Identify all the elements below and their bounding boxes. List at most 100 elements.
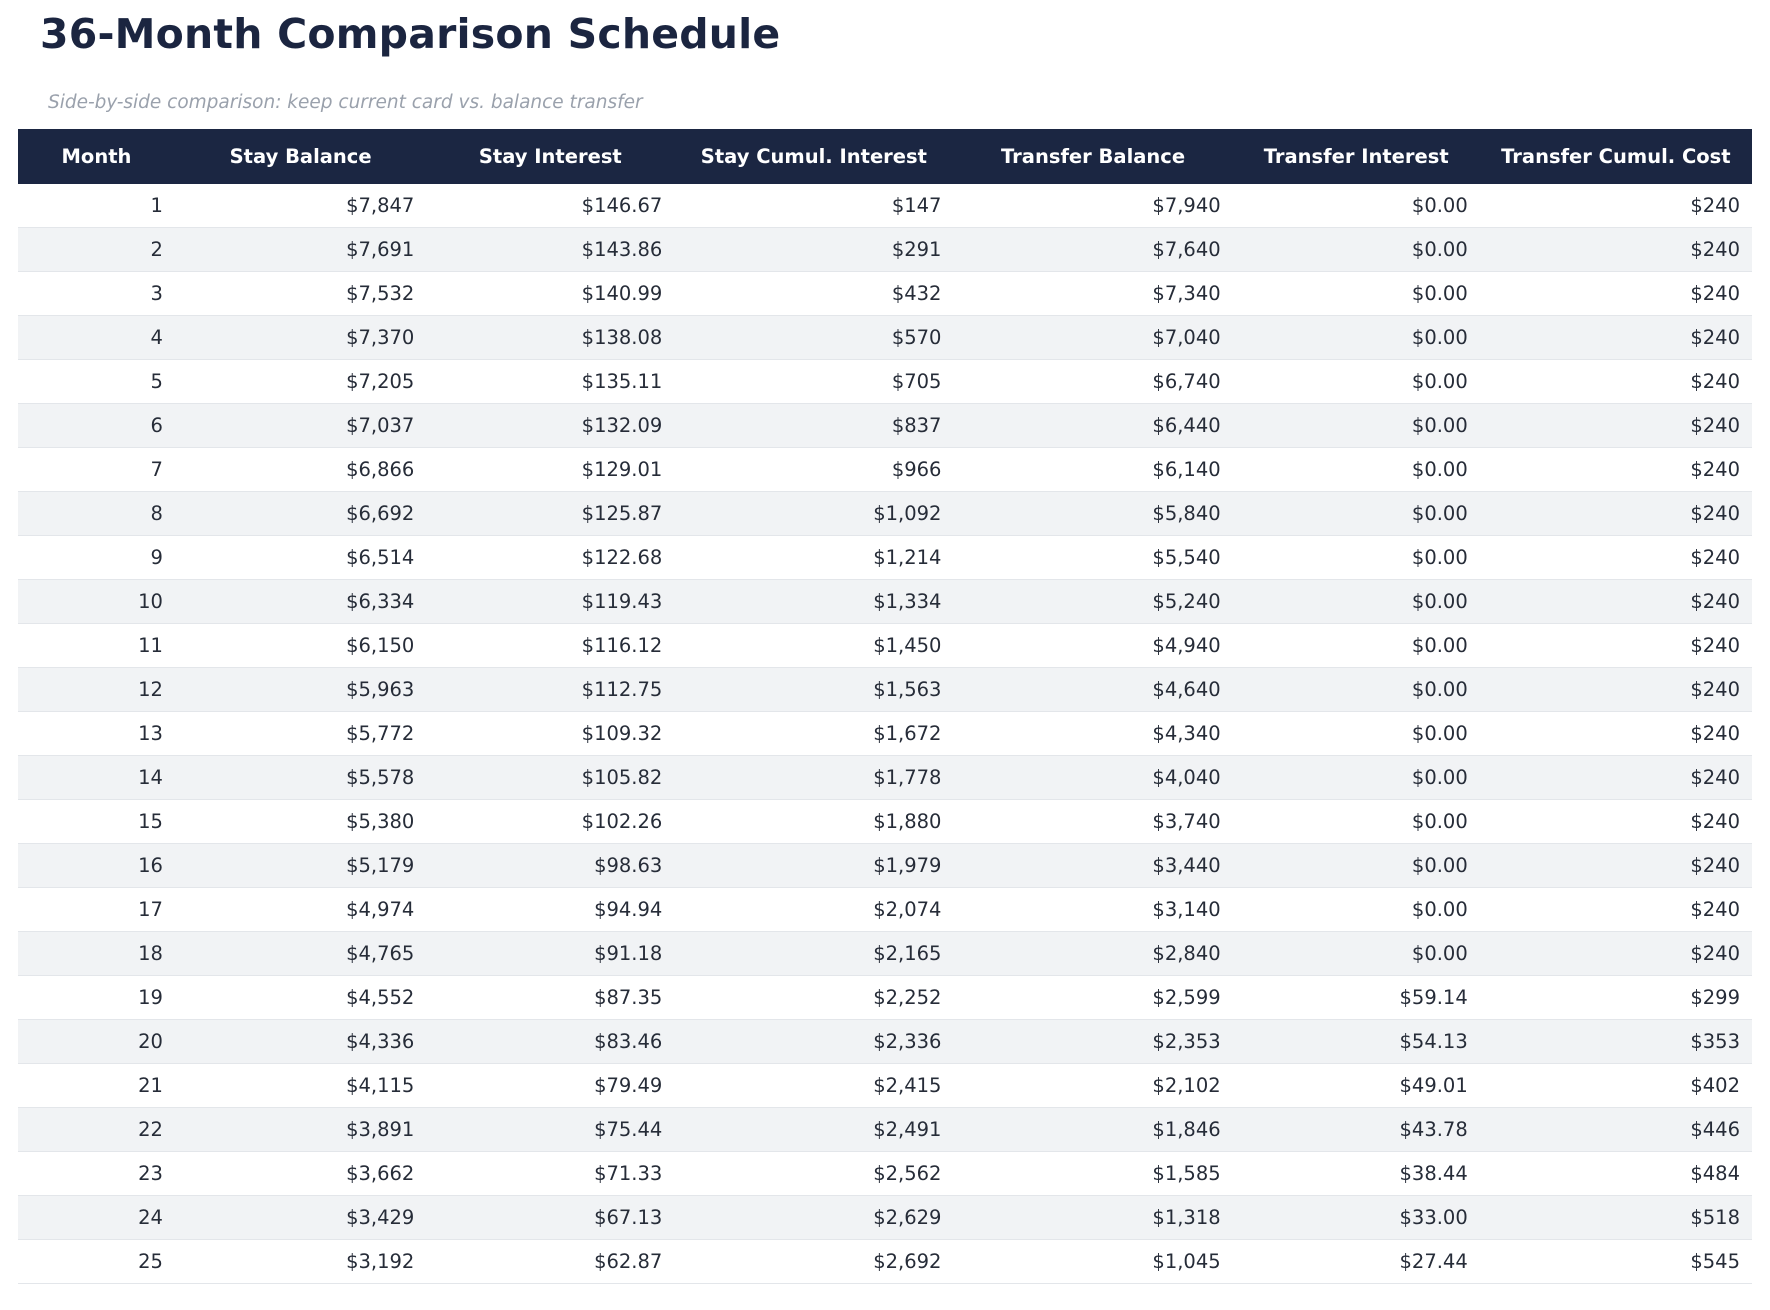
cell-transfer-interest: $0.00 [1232, 887, 1480, 933]
column-header-transfer-interest: Transfer Interest [1232, 129, 1480, 185]
cell-stay-balance: $3,662 [174, 1151, 427, 1197]
cell-transfer-cumul-cost: $446 [1479, 1107, 1752, 1153]
cell-month: 16 [18, 843, 175, 889]
cell-stay-cumul-interest: $1,979 [674, 843, 954, 889]
cell-stay-balance: $5,963 [174, 667, 427, 713]
cell-month: 2 [18, 227, 175, 273]
cell-stay-interest: $125.87 [426, 491, 675, 537]
cell-transfer-balance: $7,640 [953, 227, 1233, 273]
cell-stay-cumul-interest: $1,214 [674, 535, 954, 581]
cell-month: 1 [18, 184, 175, 229]
cell-transfer-cumul-cost: $240 [1479, 403, 1752, 449]
cell-month: 10 [18, 579, 175, 625]
cell-stay-interest: $62.87 [426, 1239, 675, 1285]
cell-stay-cumul-interest: $1,563 [674, 667, 954, 713]
cell-stay-interest: $119.43 [426, 579, 675, 625]
cell-stay-interest: $129.01 [426, 447, 675, 493]
cell-stay-balance: $3,891 [174, 1107, 427, 1153]
cell-transfer-balance: $3,740 [953, 799, 1233, 845]
cell-transfer-balance: $7,940 [953, 184, 1233, 229]
cell-month: 22 [18, 1107, 175, 1153]
cell-month: 18 [18, 931, 175, 977]
comparison-table: Month Stay Balance Stay Interest Stay Cu… [18, 129, 1752, 1285]
cell-transfer-balance: $4,040 [953, 755, 1233, 801]
cell-transfer-balance: $4,940 [953, 623, 1233, 669]
cell-transfer-interest: $0.00 [1232, 184, 1480, 229]
cell-stay-balance: $7,847 [174, 184, 427, 229]
cell-stay-interest: $116.12 [426, 623, 675, 669]
cell-transfer-balance: $4,340 [953, 711, 1233, 757]
cell-month: 23 [18, 1151, 175, 1197]
table-row: 20 $4,336 $83.46 $2,336 $2,353 $54.13 $353 [18, 1019, 1752, 1065]
cell-stay-interest: $71.33 [426, 1151, 675, 1197]
cell-transfer-balance: $4,640 [953, 667, 1233, 713]
cell-stay-balance: $5,380 [174, 799, 427, 845]
cell-transfer-interest: $0.00 [1232, 755, 1480, 801]
cell-stay-interest: $132.09 [426, 403, 675, 449]
cell-stay-interest: $135.11 [426, 359, 675, 405]
cell-transfer-cumul-cost: $240 [1479, 799, 1752, 845]
cell-transfer-interest: $33.00 [1232, 1195, 1480, 1241]
cell-stay-cumul-interest: $432 [674, 271, 954, 317]
cell-stay-cumul-interest: $1,880 [674, 799, 954, 845]
cell-transfer-cumul-cost: $240 [1479, 579, 1752, 625]
cell-month: 17 [18, 887, 175, 933]
cell-stay-balance: $4,115 [174, 1063, 427, 1109]
cell-month: 25 [18, 1239, 175, 1285]
cell-stay-cumul-interest: $1,092 [674, 491, 954, 537]
table-body: 1 $7,847 $146.67 $147 $7,940 $0.00 $240 2 $7,691… [18, 184, 1752, 1285]
cell-transfer-balance: $2,102 [953, 1063, 1233, 1109]
table-row: 16 $5,179 $98.63 $1,979 $3,440 $0.00 $240 [18, 843, 1752, 889]
cell-transfer-cumul-cost: $240 [1479, 931, 1752, 977]
table-row: 4 $7,370 $138.08 $570 $7,040 $0.00 $240 [18, 315, 1752, 361]
cell-transfer-interest: $0.00 [1232, 931, 1480, 977]
cell-stay-interest: $140.99 [426, 271, 675, 317]
cell-stay-cumul-interest: $2,336 [674, 1019, 954, 1065]
cell-stay-balance: $7,037 [174, 403, 427, 449]
cell-stay-cumul-interest: $705 [674, 359, 954, 405]
cell-transfer-cumul-cost: $353 [1479, 1019, 1752, 1065]
table-row: 3 $7,532 $140.99 $432 $7,340 $0.00 $240 [18, 271, 1752, 317]
cell-stay-balance: $3,429 [174, 1195, 427, 1241]
page-subtitle: Side-by-side comparison: keep current ca… [48, 92, 643, 114]
table-header: Month Stay Balance Stay Interest Stay Cu… [18, 129, 1752, 185]
table-row: 1 $7,847 $146.67 $147 $7,940 $0.00 $240 [18, 184, 1752, 229]
cell-transfer-cumul-cost: $484 [1479, 1151, 1752, 1197]
cell-stay-interest: $67.13 [426, 1195, 675, 1241]
cell-stay-cumul-interest: $966 [674, 447, 954, 493]
cell-transfer-interest: $0.00 [1232, 491, 1480, 537]
cell-month: 5 [18, 359, 175, 405]
cell-transfer-cumul-cost: $240 [1479, 491, 1752, 537]
cell-stay-cumul-interest: $2,562 [674, 1151, 954, 1197]
cell-month: 15 [18, 799, 175, 845]
cell-month: 4 [18, 315, 175, 361]
cell-transfer-balance: $1,846 [953, 1107, 1233, 1153]
cell-stay-interest: $109.32 [426, 711, 675, 757]
cell-stay-balance: $4,974 [174, 887, 427, 933]
table-row: 9 $6,514 $122.68 $1,214 $5,540 $0.00 $240 [18, 535, 1752, 581]
cell-stay-balance: $5,772 [174, 711, 427, 757]
cell-stay-cumul-interest: $1,672 [674, 711, 954, 757]
header-row: Month Stay Balance Stay Interest Stay Cu… [18, 129, 1752, 185]
cell-transfer-interest: $0.00 [1232, 535, 1480, 581]
column-header-stay-cumul-interest: Stay Cumul. Interest [674, 129, 954, 185]
cell-stay-balance: $4,765 [174, 931, 427, 977]
cell-stay-balance: $6,150 [174, 623, 427, 669]
cell-transfer-balance: $5,240 [953, 579, 1233, 625]
cell-stay-balance: $7,691 [174, 227, 427, 273]
table-row: 11 $6,150 $116.12 $1,450 $4,940 $0.00 $240 [18, 623, 1752, 669]
table-row: 5 $7,205 $135.11 $705 $6,740 $0.00 $240 [18, 359, 1752, 405]
cell-transfer-cumul-cost: $240 [1479, 271, 1752, 317]
cell-transfer-balance: $1,318 [953, 1195, 1233, 1241]
cell-stay-cumul-interest: $570 [674, 315, 954, 361]
cell-stay-cumul-interest: $2,692 [674, 1239, 954, 1285]
cell-transfer-balance: $3,140 [953, 887, 1233, 933]
cell-stay-interest: $91.18 [426, 931, 675, 977]
cell-stay-balance: $6,692 [174, 491, 427, 537]
cell-transfer-balance: $5,840 [953, 491, 1233, 537]
cell-stay-cumul-interest: $2,074 [674, 887, 954, 933]
cell-transfer-interest: $27.44 [1232, 1239, 1480, 1285]
cell-transfer-balance: $2,840 [953, 931, 1233, 977]
cell-month: 7 [18, 447, 175, 493]
cell-month: 11 [18, 623, 175, 669]
